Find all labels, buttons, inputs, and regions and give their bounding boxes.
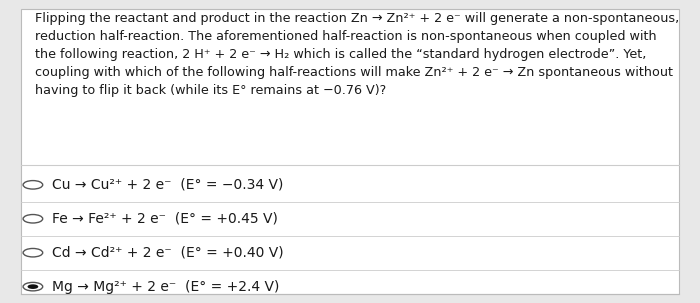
Text: Mg → Mg²⁺ + 2 e⁻  (E° = +2.4 V): Mg → Mg²⁺ + 2 e⁻ (E° = +2.4 V) [52, 280, 280, 294]
Text: Cu → Cu²⁺ + 2 e⁻  (E° = −0.34 V): Cu → Cu²⁺ + 2 e⁻ (E° = −0.34 V) [52, 178, 284, 192]
Text: Fe → Fe²⁺ + 2 e⁻  (E° = +0.45 V): Fe → Fe²⁺ + 2 e⁻ (E° = +0.45 V) [52, 212, 279, 226]
FancyBboxPatch shape [21, 9, 679, 294]
Text: Cd → Cd²⁺ + 2 e⁻  (E° = +0.40 V): Cd → Cd²⁺ + 2 e⁻ (E° = +0.40 V) [52, 246, 284, 260]
Text: Flipping the reactant and product in the reaction Zn → Zn²⁺ + 2 e⁻ will generate: Flipping the reactant and product in the… [35, 12, 679, 97]
Ellipse shape [27, 284, 38, 289]
